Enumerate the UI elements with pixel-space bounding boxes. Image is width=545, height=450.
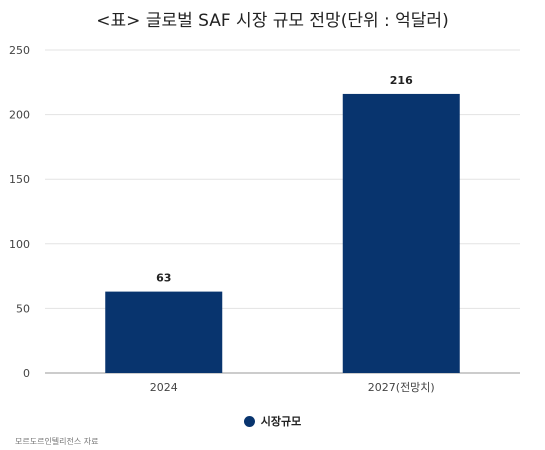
y-axis-ticks: 0 50 100 150 200 250 [9,44,30,380]
source-note: 모르도르인텔리전스 자료 [15,437,99,446]
x-axis-ticks: 2024 2027(전망치) [150,381,435,394]
y-tick-label: 250 [9,44,30,57]
y-tick-label: 150 [9,173,30,186]
legend-label: 시장규모 [260,415,302,428]
bars [105,93,460,373]
legend: 시장규모 [0,413,545,429]
bar-2024 [105,291,223,373]
data-labels: 63 216 [156,74,413,285]
chart-title: <표> 글로벌 SAF 시장 규모 전망(단위 : 억달러) [96,11,449,31]
bar-chart: 0 50 100 150 200 250 63 216 2024 2027(전망치) [9,44,520,394]
bar-2027(전망치) [342,93,460,373]
y-tick-label: 50 [16,302,30,315]
y-tick-label: 200 [9,109,30,122]
data-label: 216 [390,74,413,87]
y-tick-label: 100 [9,238,30,251]
y-tick-label: 0 [23,367,30,380]
x-tick-label: 2027(전망치) [368,381,435,394]
legend-swatch [243,415,255,427]
x-tick-label: 2024 [150,381,178,394]
data-label: 63 [156,272,171,285]
